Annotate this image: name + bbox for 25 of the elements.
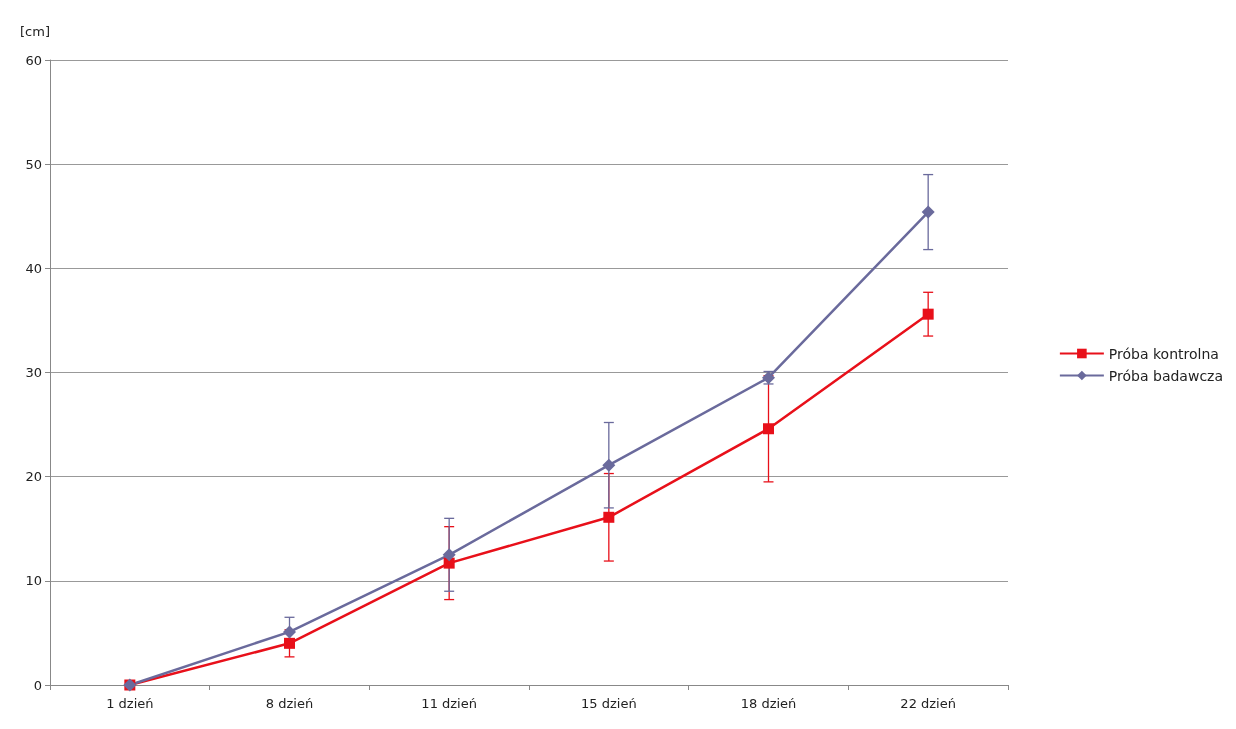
point	[284, 637, 295, 649]
x-tick-label: 22 dzień	[900, 696, 956, 711]
x-tick-label: 11 dzień	[421, 696, 477, 711]
y-tick-label: 60	[25, 52, 42, 68]
point	[443, 557, 455, 569]
point	[921, 205, 935, 219]
x-tick-label: 8 dzień	[265, 696, 314, 711]
x-tick-label: 18 dzień	[740, 696, 797, 711]
legend-label: Próba kontrolna	[1108, 345, 1219, 362]
y-tick-label: 40	[25, 260, 42, 276]
point	[283, 625, 296, 639]
point	[763, 423, 774, 435]
y-tick-label: 10	[25, 573, 42, 589]
legend-label: Próba badawcza	[1108, 367, 1224, 384]
y-tick-label: 50	[25, 156, 42, 172]
y-tick-label: 0	[33, 677, 42, 693]
point	[602, 458, 616, 472]
y-tick-label: 20	[25, 469, 42, 485]
x-tick-label: 1 dzień	[106, 696, 154, 711]
point	[442, 548, 456, 562]
x-tick-label: 15 dzień	[581, 696, 637, 711]
point	[922, 308, 934, 320]
y-tick-label: 30	[25, 365, 42, 380]
point	[603, 511, 615, 523]
y-axis-title: [cm]	[20, 24, 50, 39]
